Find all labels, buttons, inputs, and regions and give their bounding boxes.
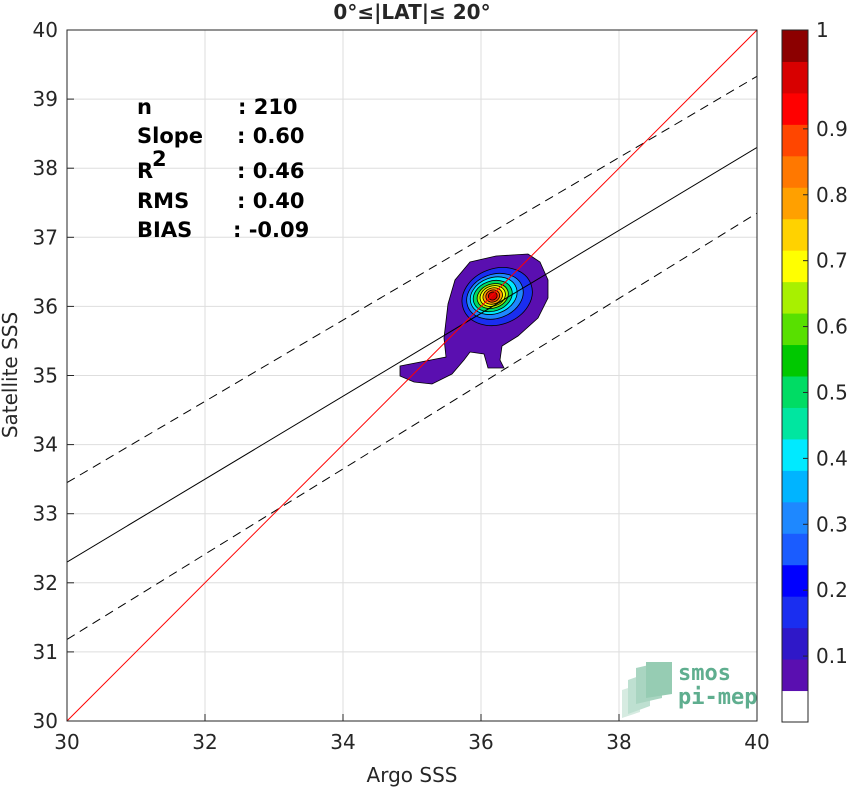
y-tick-label: 32 — [33, 571, 58, 595]
colorbar: 0.1 0.2 0.3 0.4 0.5 0.6 0.7 0.8 0.9 1 — [781, 18, 848, 723]
y-tick-label: 34 — [33, 433, 58, 457]
y-tick-label: 31 — [33, 640, 58, 664]
stat-value: : 0.60 — [237, 124, 305, 148]
x-tick-label: 38 — [606, 730, 631, 754]
regression-fit-line — [67, 147, 757, 563]
smos-pi-mep-logo: smos pi-mep — [622, 661, 757, 718]
y-tick-label: 38 — [33, 156, 58, 180]
fit-lower-dashed-line — [67, 212, 757, 640]
stat-label: RMS — [137, 189, 189, 213]
colorbar-swatch — [782, 659, 808, 692]
logo-waves-icon — [622, 662, 672, 718]
y-tick-label: 39 — [33, 87, 58, 111]
colorbar-swatch — [782, 124, 808, 157]
colorbar-swatch — [782, 438, 808, 471]
identity-line — [67, 30, 757, 721]
colorbar-tick-label: 0.4 — [816, 446, 848, 470]
x-tick-label: 30 — [54, 730, 79, 754]
colorbar-frame — [781, 29, 809, 723]
stat-label: n — [137, 95, 152, 119]
stat-value: : -0.09 — [233, 218, 309, 242]
x-tick-label: 40 — [744, 730, 769, 754]
colorbar-tick-label: 0.3 — [816, 512, 848, 536]
x-tick-label: 34 — [330, 730, 355, 754]
stat-label-superscript: 2 — [152, 147, 167, 171]
colorbar-swatch — [782, 92, 808, 125]
colorbar-swatch — [782, 344, 808, 377]
colorbar-tick-label: 1 — [816, 18, 829, 42]
colorbar-swatch — [782, 596, 808, 629]
statistics-box: n : 210 Slope : 0.60 R2 : 0.46 RMS : 0.40 BIAS : … — [137, 95, 309, 242]
stat-value: : 0.46 — [237, 159, 305, 183]
chart-title: 0°≤|LAT|≤ 20° — [333, 0, 490, 24]
x-tick-label: 36 — [468, 730, 493, 754]
colorbar-tick-label: 0.6 — [816, 315, 848, 339]
y-tick-label: 37 — [33, 225, 58, 249]
logo-text-pi-mep: pi-mep — [678, 685, 757, 710]
stat-value: : 0.40 — [237, 189, 305, 213]
y-axis-label: Satellite SSS — [0, 312, 22, 438]
colorbar-tick-label: 0.9 — [816, 117, 848, 141]
colorbar-swatch — [782, 564, 808, 597]
colorbar-swatch — [782, 313, 808, 346]
colorbar-tick-label: 0.7 — [816, 249, 848, 273]
colorbar-swatch — [782, 533, 808, 566]
x-axis-label: Argo SSS — [367, 763, 458, 787]
colorbar-swatch — [782, 250, 808, 283]
density-contour-level-10 — [487, 291, 498, 301]
colorbar-swatch — [782, 470, 808, 503]
colorbar-tick-label: 0.8 — [816, 183, 848, 207]
colorbar-swatch — [782, 407, 808, 440]
colorbar-swatch — [782, 155, 808, 188]
y-tick-label: 36 — [33, 294, 58, 318]
colorbar-swatch — [782, 30, 808, 62]
axis-ticks: 30 32 34 36 38 40 30 31 32 33 34 35 36 37 38 39 40 — [33, 18, 770, 754]
stat-value: : 210 — [238, 95, 298, 119]
colorbar-swatch — [782, 690, 808, 723]
y-tick-label: 33 — [33, 502, 58, 526]
colorbar-tick-label: 0.2 — [816, 578, 848, 602]
y-tick-label: 30 — [33, 709, 58, 733]
logo-text-smos: smos — [678, 661, 731, 686]
colorbar-swatch — [782, 281, 808, 314]
colorbar-swatch — [782, 218, 808, 251]
stat-label: R — [137, 159, 153, 183]
x-tick-label: 32 — [192, 730, 217, 754]
stat-label: Slope — [137, 124, 203, 148]
colorbar-tick-label: 0.5 — [816, 380, 848, 404]
colorbar-swatch — [782, 187, 808, 220]
stat-label: BIAS — [137, 218, 192, 242]
colorbar-tick-label: 0.1 — [816, 644, 848, 668]
colorbar-swatch — [782, 61, 808, 94]
regression-lines — [67, 30, 757, 721]
colorbar-swatch — [782, 501, 808, 534]
y-tick-label: 40 — [33, 18, 58, 42]
grid — [66, 29, 758, 722]
colorbar-swatch — [782, 627, 808, 660]
fit-upper-dashed-line — [67, 75, 757, 484]
y-tick-label: 35 — [33, 364, 58, 388]
